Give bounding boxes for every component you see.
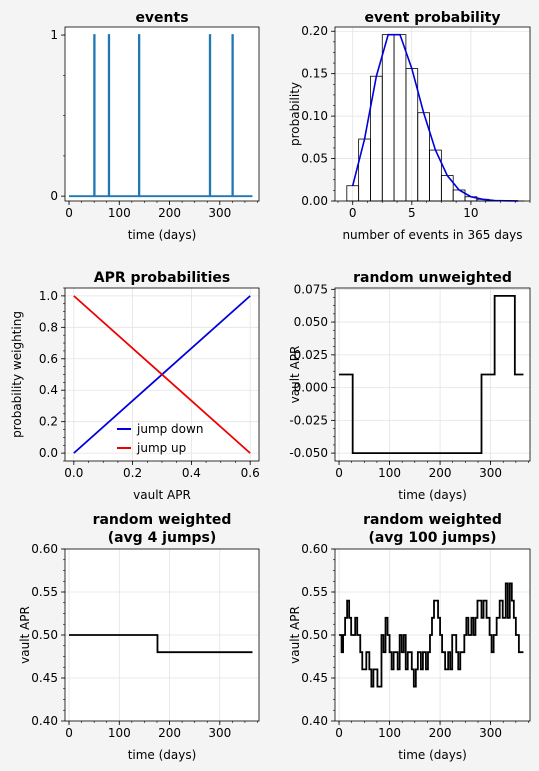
x-axis-label: number of events in 365 days — [342, 228, 522, 242]
y-axis-label: probability — [288, 82, 302, 146]
x-tick-label: 300 — [479, 466, 502, 480]
x-tick-label: 0 — [335, 466, 343, 480]
y-tick-label: 0.40 — [31, 714, 58, 728]
series-line-1 — [339, 294, 524, 455]
series-line-1 — [69, 634, 253, 654]
legend-label: jump down — [136, 422, 203, 436]
x-tick-label: 200 — [158, 726, 181, 740]
chart-5: 0 100 200 300 0.40 0.45 0.50 0.55 0.60 random wei… — [18, 512, 260, 762]
y-tick-label: 0.15 — [301, 67, 328, 81]
x-tick-label: 0 — [335, 726, 343, 740]
y-axis-label: vault APR — [288, 606, 302, 664]
plot-area — [335, 288, 530, 461]
chart-title: events — [135, 10, 188, 26]
chart-title: event probability — [365, 10, 501, 26]
y-tick-label: -0.050 — [289, 446, 328, 460]
y-tick-label: 0.05 — [301, 152, 328, 166]
y-tick-label: 0.50 — [301, 628, 328, 642]
y-tick-label: 0.050 — [294, 315, 328, 329]
x-axis-label: time (days) — [128, 228, 197, 242]
legend-label: jump up — [136, 441, 186, 455]
y-tick-label: 0.4 — [39, 383, 58, 397]
y-tick-label: 0.10 — [301, 109, 328, 123]
series-line-1 — [339, 582, 524, 688]
y-axis-label: vault APR — [288, 346, 302, 404]
y-axis-label: probability weighting — [10, 311, 24, 438]
y-tick-label: 0.60 — [301, 542, 328, 556]
y-tick-label: 0.20 — [301, 24, 328, 38]
chart-title: APR probabilities — [94, 270, 231, 286]
x-axis-label: vault APR — [133, 488, 191, 502]
plot-frame — [64, 26, 260, 202]
x-tick-label: 300 — [479, 726, 502, 740]
x-tick-label: 300 — [208, 206, 231, 220]
x-tick-label: 200 — [158, 206, 181, 220]
x-tick-label: 5 — [408, 206, 416, 220]
x-tick-label: 0 — [349, 206, 357, 220]
chart-1: 0 100 200 300 0 1 events time (days) — [50, 10, 260, 242]
y-tick-label: 0.025 — [294, 348, 328, 362]
x-tick-label: 0.6 — [241, 466, 260, 480]
y-tick-label: 0.6 — [39, 352, 58, 366]
x-tick-label: 0.4 — [182, 466, 201, 480]
y-tick-label: 0.55 — [301, 585, 328, 599]
y-tick-label: 0 — [50, 189, 58, 203]
y-tick-label: 1.0 — [39, 289, 58, 303]
plot-frame — [334, 26, 531, 202]
y-tick-label: 0.00 — [301, 194, 328, 208]
y-tick-label: 0.2 — [39, 415, 58, 429]
chart-title: random weighted (avg 100 jumps) — [363, 512, 502, 546]
y-tick-label: -0.025 — [289, 413, 328, 427]
y-tick-label: 0.8 — [39, 320, 58, 334]
x-tick-label: 100 — [378, 726, 401, 740]
x-axis-label: time (days) — [128, 748, 197, 762]
x-tick-label: 200 — [429, 726, 452, 740]
y-tick-label: 0.45 — [31, 671, 58, 685]
x-tick-label: 0.2 — [123, 466, 142, 480]
chart-title: random unweighted — [353, 270, 512, 286]
chart-title: random weighted (avg 4 jumps) — [93, 512, 232, 546]
x-tick-label: 10 — [463, 206, 478, 220]
y-tick-label: 1 — [50, 28, 58, 42]
x-axis-label: time (days) — [398, 488, 467, 502]
x-tick-label: 100 — [108, 726, 131, 740]
chart-2: 0 5 10 0.00 0.05 0.10 0.15 0.20 event probabilit… — [288, 10, 531, 242]
plot-area — [65, 27, 259, 201]
series-line-1 — [69, 34, 253, 198]
y-tick-label: 0.0 — [39, 446, 58, 460]
x-tick-label: 0 — [65, 206, 73, 220]
plot-area — [335, 27, 530, 201]
x-tick-label: 100 — [378, 466, 401, 480]
x-tick-label: 0.0 — [64, 466, 83, 480]
x-axis-label: time (days) — [398, 748, 467, 762]
y-tick-label: 0.45 — [301, 671, 328, 685]
series-line-2 — [73, 295, 251, 454]
y-axis-label: vault APR — [18, 606, 32, 664]
y-tick-label: 0.000 — [294, 381, 328, 395]
x-tick-label: 200 — [429, 466, 452, 480]
plot-frame — [334, 287, 531, 462]
y-tick-label: 0.40 — [301, 714, 328, 728]
chart-3: 0.0 0.2 0.4 0.6 0.0 0.2 0.4 0.6 0.8 1.0 APR probab… — [10, 270, 260, 502]
y-tick-label: 0.60 — [31, 542, 58, 556]
x-tick-label: 0 — [65, 726, 73, 740]
chart-6: 0 100 200 300 0.40 0.45 0.50 0.55 0.60 random wei… — [288, 512, 531, 762]
x-tick-label: 300 — [208, 726, 231, 740]
y-tick-label: 0.50 — [31, 628, 58, 642]
chart-4: 0 100 200 300 -0.050 -0.025 0.000 0.025 0.050 0.0… — [288, 270, 531, 502]
y-tick-label: 0.55 — [31, 585, 58, 599]
x-tick-label: 100 — [108, 206, 131, 220]
y-tick-label: 0.075 — [294, 282, 328, 296]
fit-line — [351, 33, 519, 202]
